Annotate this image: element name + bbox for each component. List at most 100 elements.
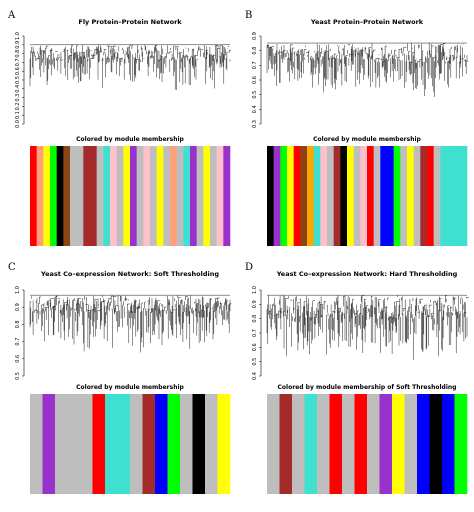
module-color-segment	[279, 394, 293, 494]
panel-subtitle: Colored by module membership	[76, 384, 184, 391]
y-tick-label: 0.0	[15, 120, 21, 128]
y-tick-label: 0.4	[252, 372, 258, 380]
panel-b: B Yeast Protein–Protein Network 0.9 0.8 0.…	[237, 0, 474, 256]
module-color-segment	[67, 394, 81, 494]
panel-title: Yeast Co–expression Network: Hard Thresh…	[276, 270, 458, 278]
module-color-segment	[55, 394, 68, 494]
y-tick-label: 0.6	[15, 67, 21, 75]
module-color-segment	[407, 146, 414, 246]
module-color-segment	[453, 146, 461, 246]
module-color-segment	[429, 394, 443, 494]
module-color-segment	[105, 394, 118, 494]
module-color-segment	[300, 146, 308, 246]
module-color-segment	[116, 146, 124, 246]
module-color-segment	[342, 394, 355, 494]
module-color-segment	[92, 394, 106, 494]
y-tick-label: 0.6	[252, 343, 258, 351]
y-tick-label: 0.4	[252, 105, 258, 113]
y-tick-label: 0.8	[15, 50, 21, 58]
panel-title: Fly Protein–Protein Network	[78, 18, 182, 26]
module-color-segment	[293, 146, 301, 246]
module-color-segment	[420, 146, 428, 246]
dendrogram-path	[266, 294, 469, 360]
module-color-bar	[267, 146, 468, 246]
panel-c: C Yeast Co–expression Network: Soft Thre…	[0, 256, 237, 512]
panel-a: A Fly Protein–Protein Network 1.0 0.9 0.8 0…	[0, 0, 237, 256]
module-color-segment	[83, 146, 91, 246]
module-color-segment	[43, 146, 51, 246]
module-color-segment	[400, 146, 408, 246]
module-color-segment	[360, 146, 368, 246]
module-color-segment	[180, 394, 193, 494]
module-color-segment	[143, 146, 151, 246]
panel-subtitle: Colored by module membership	[313, 136, 421, 143]
dendrogram-branches	[29, 294, 232, 353]
module-color-segment	[110, 146, 117, 246]
panel-d: D Yeast Co–expression Network: Hard Thre…	[237, 256, 474, 512]
panel-subtitle: Colored by module membership	[76, 136, 184, 143]
module-color-segment	[123, 146, 131, 246]
y-tick-label: 0.9	[15, 303, 21, 311]
module-color-segment	[130, 146, 137, 246]
module-color-segment	[367, 394, 380, 494]
module-color-segment	[313, 146, 321, 246]
module-color-segment	[304, 394, 318, 494]
y-tick-label: 0.2	[15, 102, 21, 110]
module-color-segment	[353, 146, 361, 246]
dendrogram: 1.0 0.9 0.8 0.7 0.6 0.5 0.4	[252, 286, 469, 380]
module-color-segment	[327, 146, 334, 246]
module-color-segment	[329, 394, 343, 494]
panel-subtitle: Colored by module membership of Soft Thr…	[277, 384, 457, 391]
y-tick-label: 0.7	[15, 58, 21, 66]
module-color-segment	[217, 394, 231, 494]
module-color-segment	[117, 394, 131, 494]
y-tick-label: 0.6	[15, 355, 21, 363]
module-color-segment	[413, 146, 421, 246]
panel-letter: C	[8, 262, 16, 273]
module-color-segment	[90, 146, 97, 246]
panel-letter: B	[245, 10, 253, 21]
y-tick-label: 0.4	[15, 85, 21, 93]
dendrogram-branches	[29, 44, 231, 90]
module-color-segment	[340, 146, 348, 246]
y-tick-label: 0.5	[252, 358, 258, 366]
module-color-segment	[333, 146, 341, 246]
module-color-segment	[183, 146, 191, 246]
module-color-segment	[36, 146, 44, 246]
y-tick-label: 0.8	[252, 315, 258, 323]
module-color-segment	[130, 394, 143, 494]
dendrogram-branches	[266, 294, 469, 360]
y-tick-label: 1.0	[252, 286, 258, 294]
module-color-segment	[427, 146, 434, 246]
module-color-segment	[440, 146, 448, 246]
module-color-segment	[210, 146, 217, 246]
dendrogram-path	[266, 42, 469, 97]
dendrogram: 0.9 0.8 0.7 0.6 0.5 0.4 0.3	[252, 32, 469, 128]
dendrogram-branches	[266, 42, 469, 97]
y-tick-label: 0.3	[252, 120, 258, 128]
module-color-segment	[80, 394, 93, 494]
module-color-segment	[42, 394, 56, 494]
module-color-segment	[367, 146, 374, 246]
module-color-segment	[379, 394, 393, 494]
module-color-segment	[387, 146, 394, 246]
y-tick-label: 0.7	[252, 61, 258, 69]
module-color-segment	[63, 146, 71, 246]
y-tick-label: 1.0	[15, 32, 21, 40]
module-color-bar	[30, 394, 231, 494]
module-color-segment	[267, 394, 280, 494]
module-color-segment	[273, 146, 281, 246]
y-tick-label: 0.8	[252, 47, 258, 55]
module-color-segment	[292, 394, 305, 494]
module-color-segment	[393, 146, 401, 246]
module-color-segment	[190, 146, 197, 246]
module-color-segment	[404, 394, 418, 494]
module-color-segment	[203, 146, 211, 246]
y-tick-label: 0.7	[15, 338, 21, 346]
module-color-segment	[163, 146, 171, 246]
panel-letter: A	[8, 10, 16, 21]
dendrogram-path	[29, 294, 232, 353]
panel-title: Yeast Protein–Protein Network	[310, 18, 424, 26]
module-color-segment	[142, 394, 156, 494]
y-tick-label: 0.1	[15, 111, 21, 119]
